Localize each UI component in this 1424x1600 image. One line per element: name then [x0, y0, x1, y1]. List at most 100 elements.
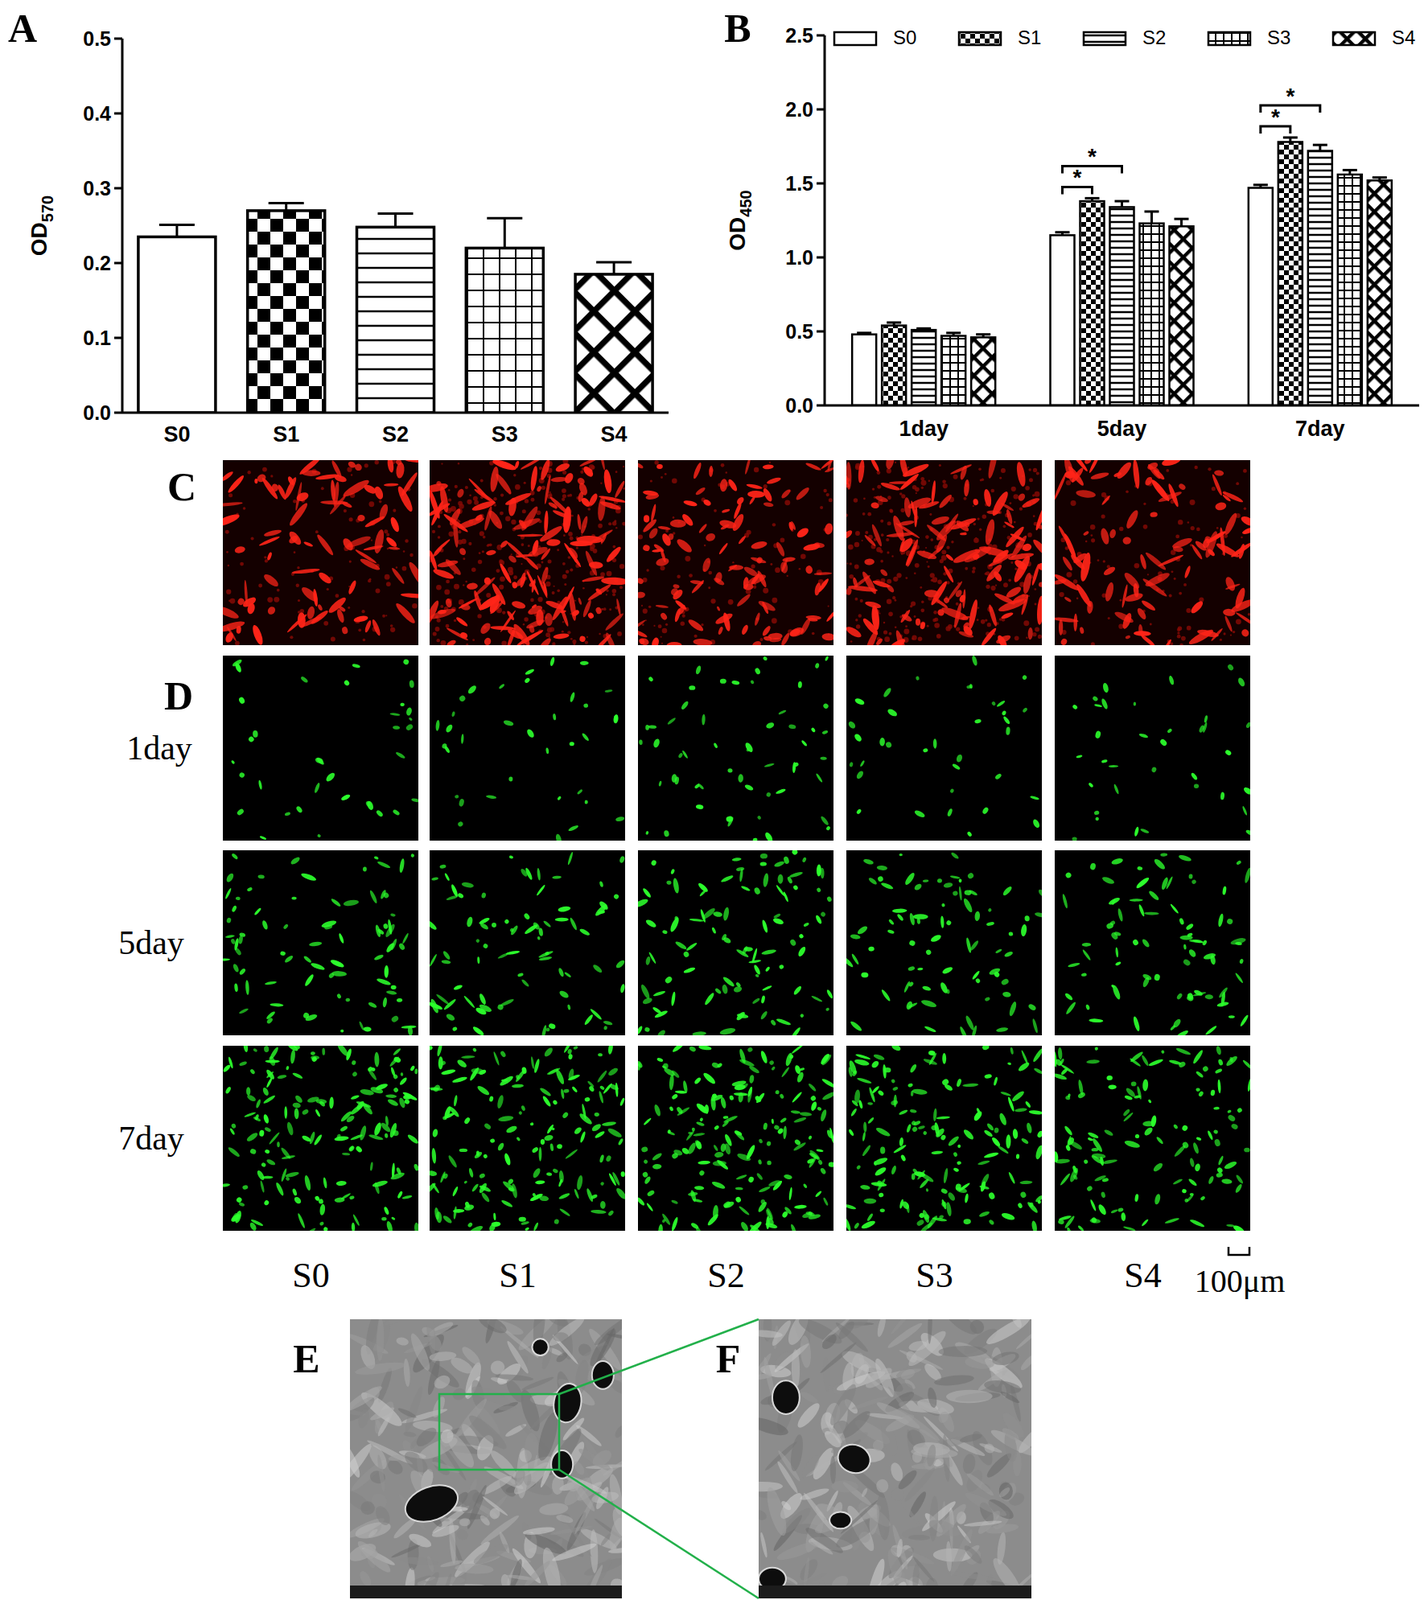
- haze-dot: [880, 519, 884, 523]
- cell: [536, 868, 542, 881]
- cell: [940, 604, 971, 623]
- cell: [1124, 508, 1141, 530]
- cell: [950, 463, 973, 476]
- cell: [737, 773, 744, 783]
- bar: [1248, 188, 1273, 406]
- cell: [596, 909, 605, 915]
- micrograph: [222, 460, 419, 646]
- haze-dot: [934, 617, 939, 622]
- haze-dot: [1232, 630, 1235, 634]
- cell: [683, 499, 698, 508]
- cell: [645, 955, 651, 966]
- haze-dot: [362, 609, 366, 614]
- cell: [235, 807, 245, 816]
- cell: [1138, 732, 1149, 739]
- haze-dot: [432, 632, 437, 637]
- haze-dot: [1235, 618, 1242, 625]
- cell: [775, 884, 786, 897]
- haze-dot: [654, 460, 659, 465]
- haze-dot: [436, 584, 442, 591]
- haze-dot: [323, 621, 329, 626]
- haze-dot: [541, 561, 544, 564]
- haze-dot: [759, 637, 763, 642]
- haze-dot: [553, 585, 556, 588]
- bar: [1278, 141, 1303, 406]
- haze-dot: [440, 604, 444, 609]
- haze-dot: [850, 640, 853, 643]
- cell: [550, 476, 568, 483]
- haze-dot: [665, 623, 668, 626]
- haze-dot: [661, 642, 663, 645]
- cell: [711, 926, 717, 935]
- haze-dot: [539, 466, 543, 470]
- cell: [643, 514, 650, 523]
- haze-dot: [905, 625, 908, 628]
- cell: [645, 831, 650, 836]
- cell: [436, 609, 447, 615]
- cell: [731, 679, 741, 686]
- cell: [477, 956, 481, 964]
- error-cap: [886, 321, 902, 324]
- cell: [1224, 749, 1233, 757]
- haze-dot: [1012, 493, 1018, 499]
- cell: [1239, 627, 1251, 638]
- haze-dot: [234, 641, 240, 646]
- haze-dot: [941, 549, 947, 555]
- cell: [411, 798, 419, 803]
- haze-dot: [971, 570, 976, 574]
- haze-dot: [242, 506, 247, 511]
- bar: [851, 334, 877, 406]
- cell: [251, 623, 265, 646]
- haze-dot: [772, 522, 776, 527]
- haze-dot: [1190, 526, 1195, 531]
- haze-dot: [1125, 489, 1129, 494]
- cell: [373, 954, 384, 962]
- cell: [507, 554, 519, 564]
- haze-dot: [498, 584, 504, 590]
- cell: [579, 460, 599, 468]
- cell: [614, 958, 626, 970]
- haze-dot: [465, 580, 467, 583]
- cell: [674, 536, 694, 555]
- cell: [567, 1004, 572, 1010]
- cell: [802, 543, 821, 552]
- haze-dot: [1097, 559, 1100, 562]
- cell: [345, 997, 350, 1002]
- cell: [546, 539, 561, 548]
- haze-dot: [800, 553, 807, 560]
- cell: [703, 991, 716, 1007]
- haze-dot: [963, 497, 967, 501]
- haze-dot: [659, 565, 665, 571]
- error-stem: [394, 214, 397, 228]
- cell: [1071, 836, 1078, 841]
- haze-dot: [563, 534, 566, 537]
- error-cap: [975, 333, 991, 336]
- cell: [287, 501, 309, 528]
- haze-dot: [1207, 467, 1211, 471]
- haze-dot: [367, 579, 371, 583]
- haze-dot: [979, 528, 982, 531]
- haze-dot: [471, 567, 477, 573]
- cell: [736, 866, 745, 872]
- x-tick-label: 7day: [1295, 416, 1346, 441]
- cell: [563, 542, 583, 568]
- cell: [384, 535, 399, 549]
- cell: [1206, 547, 1217, 558]
- cell: [1241, 526, 1251, 536]
- cell: [445, 894, 459, 902]
- haze-dot: [1014, 636, 1020, 642]
- cell: [856, 808, 863, 815]
- cell: [775, 1017, 791, 1027]
- haze-dot: [289, 635, 293, 639]
- cell: [1222, 511, 1239, 536]
- cell: [702, 497, 712, 507]
- haze-dot: [880, 533, 885, 537]
- haze-dot: [505, 515, 511, 521]
- haze-dot: [786, 575, 789, 577]
- cell: [266, 551, 273, 561]
- haze-dot: [1032, 493, 1035, 497]
- haze-dot: [600, 608, 603, 610]
- cell: [701, 556, 713, 573]
- cell: [1226, 663, 1235, 672]
- cell: [930, 480, 937, 505]
